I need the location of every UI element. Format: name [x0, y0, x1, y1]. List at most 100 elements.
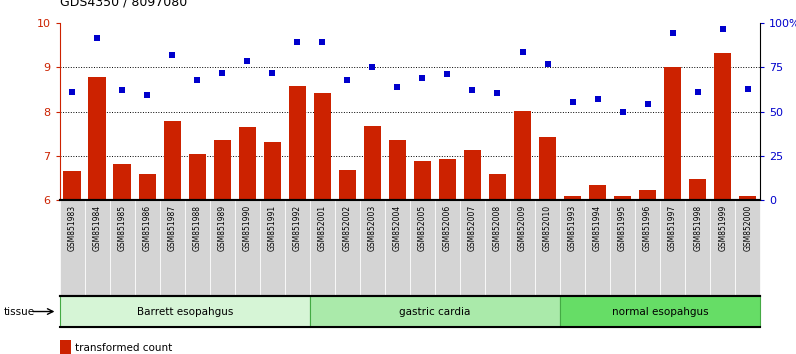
Bar	[289, 86, 306, 200]
Text: GSM851984: GSM851984	[92, 205, 102, 251]
Point	[541, 61, 554, 67]
Text: Barrett esopahgus: Barrett esopahgus	[137, 307, 233, 316]
Bar	[660, 200, 685, 296]
Point	[241, 58, 254, 63]
Point	[566, 99, 579, 105]
Text: GSM851996: GSM851996	[643, 205, 652, 251]
Bar	[139, 175, 156, 200]
Text: gastric cardia: gastric cardia	[400, 307, 470, 316]
Point	[291, 39, 304, 44]
Bar	[689, 179, 706, 200]
Bar	[335, 200, 360, 296]
Bar	[739, 195, 756, 200]
Bar	[235, 200, 259, 296]
Bar	[664, 67, 681, 200]
Bar	[714, 53, 732, 200]
Point	[666, 30, 679, 36]
Text: GSM851998: GSM851998	[693, 205, 702, 251]
Bar	[585, 200, 610, 296]
Bar	[539, 137, 556, 200]
Bar	[189, 154, 206, 200]
Bar	[639, 190, 657, 200]
Bar	[163, 121, 181, 200]
Text: GSM851987: GSM851987	[168, 205, 177, 251]
Text: GSM852004: GSM852004	[393, 205, 402, 251]
Bar	[64, 171, 81, 200]
Bar	[60, 340, 71, 354]
Bar	[185, 200, 210, 296]
Bar	[513, 110, 531, 200]
Point	[191, 77, 204, 82]
Text: GSM852008: GSM852008	[493, 205, 502, 251]
Bar	[685, 200, 710, 296]
Point	[166, 52, 178, 58]
Text: GSM851995: GSM851995	[618, 205, 627, 251]
Text: transformed count: transformed count	[75, 343, 172, 353]
Text: GSM851997: GSM851997	[668, 205, 677, 251]
Point	[341, 77, 353, 82]
Point	[66, 89, 79, 95]
Point	[266, 70, 279, 75]
Bar	[110, 200, 135, 296]
Text: GSM851990: GSM851990	[243, 205, 252, 251]
Text: GSM852003: GSM852003	[368, 205, 377, 251]
Bar	[388, 140, 406, 200]
Bar	[610, 200, 635, 296]
Bar	[710, 200, 736, 296]
Bar	[489, 175, 506, 200]
Bar	[338, 170, 356, 200]
Text: GSM852006: GSM852006	[443, 205, 452, 251]
Point	[441, 71, 454, 77]
Bar	[464, 150, 482, 200]
Text: tissue: tissue	[4, 307, 35, 316]
Bar	[60, 200, 84, 296]
Text: GSM851988: GSM851988	[193, 205, 202, 251]
Point	[391, 84, 404, 90]
Bar	[635, 200, 660, 296]
Bar	[314, 93, 331, 200]
Bar	[560, 200, 585, 296]
Bar	[564, 196, 581, 200]
Bar	[263, 142, 281, 200]
Point	[691, 89, 704, 95]
Point	[741, 86, 754, 91]
Point	[366, 64, 379, 70]
Point	[616, 110, 629, 115]
Text: GSM852007: GSM852007	[468, 205, 477, 251]
Bar	[360, 200, 385, 296]
Bar	[410, 200, 435, 296]
Bar	[414, 161, 431, 200]
Bar	[210, 200, 235, 296]
Text: GSM851986: GSM851986	[142, 205, 152, 251]
Point	[316, 39, 329, 44]
Text: GSM852001: GSM852001	[318, 205, 327, 251]
Point	[216, 70, 228, 76]
Text: GSM852002: GSM852002	[343, 205, 352, 251]
Bar	[285, 200, 310, 296]
Bar	[589, 185, 607, 200]
Point	[642, 101, 654, 107]
Bar	[439, 159, 456, 200]
Text: GSM851991: GSM851991	[267, 205, 277, 251]
Bar	[736, 200, 760, 296]
Point	[516, 49, 529, 55]
Point	[116, 87, 129, 93]
Text: GSM852010: GSM852010	[543, 205, 552, 251]
Bar	[60, 296, 310, 327]
Bar	[510, 200, 535, 296]
Point	[591, 96, 604, 102]
Bar	[160, 200, 185, 296]
Point	[141, 92, 154, 97]
Bar	[114, 164, 131, 200]
Bar	[560, 296, 760, 327]
Bar	[435, 200, 460, 296]
Bar	[259, 200, 285, 296]
Bar	[84, 200, 110, 296]
Text: GSM851983: GSM851983	[68, 205, 76, 251]
Bar	[385, 200, 410, 296]
Text: GSM851999: GSM851999	[718, 205, 728, 251]
Text: GSM851993: GSM851993	[568, 205, 577, 251]
Point	[91, 35, 103, 40]
Bar	[614, 196, 631, 200]
Point	[466, 87, 479, 93]
